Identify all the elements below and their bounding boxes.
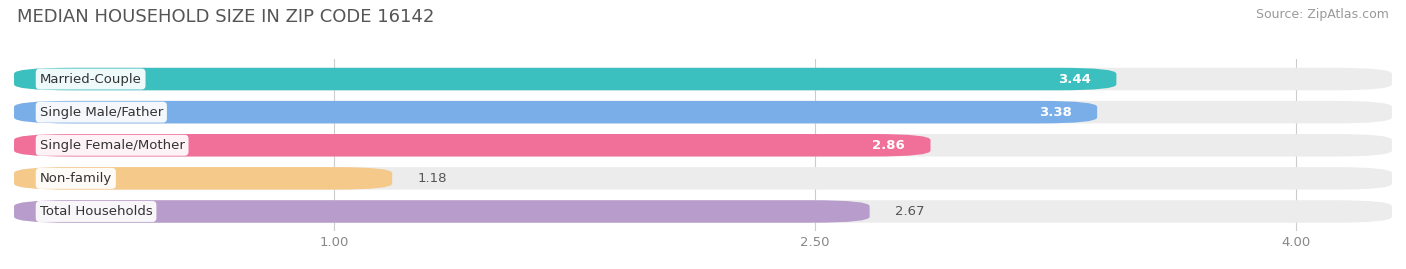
FancyBboxPatch shape <box>14 101 1097 123</box>
FancyBboxPatch shape <box>14 200 870 223</box>
FancyBboxPatch shape <box>14 134 1392 157</box>
Text: 1.18: 1.18 <box>418 172 447 185</box>
FancyBboxPatch shape <box>14 200 1392 223</box>
Text: MEDIAN HOUSEHOLD SIZE IN ZIP CODE 16142: MEDIAN HOUSEHOLD SIZE IN ZIP CODE 16142 <box>17 8 434 26</box>
FancyBboxPatch shape <box>14 101 1392 123</box>
Text: 3.38: 3.38 <box>1039 106 1071 119</box>
Text: Non-family: Non-family <box>39 172 112 185</box>
Text: Single Male/Father: Single Male/Father <box>39 106 163 119</box>
FancyBboxPatch shape <box>14 167 392 190</box>
FancyBboxPatch shape <box>14 167 1392 190</box>
FancyBboxPatch shape <box>14 68 1116 90</box>
Text: Married-Couple: Married-Couple <box>39 73 142 86</box>
Text: Source: ZipAtlas.com: Source: ZipAtlas.com <box>1256 8 1389 21</box>
FancyBboxPatch shape <box>14 68 1392 90</box>
Text: 2.86: 2.86 <box>872 139 905 152</box>
Text: Total Households: Total Households <box>39 205 152 218</box>
Text: 2.67: 2.67 <box>896 205 925 218</box>
Text: 3.44: 3.44 <box>1057 73 1091 86</box>
FancyBboxPatch shape <box>14 134 931 157</box>
Text: Single Female/Mother: Single Female/Mother <box>39 139 184 152</box>
